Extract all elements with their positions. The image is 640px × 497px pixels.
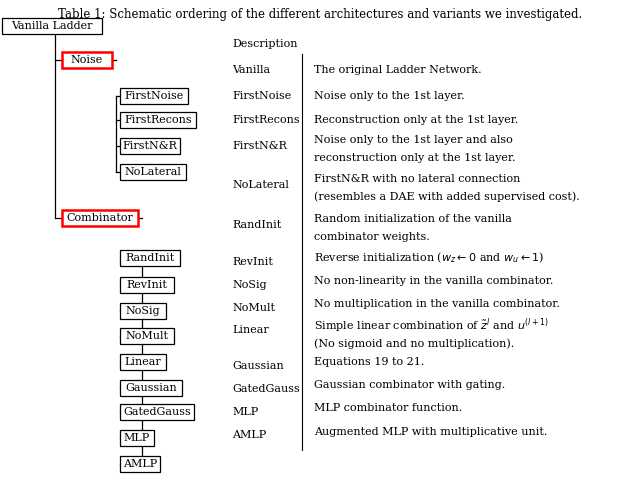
Bar [120, 430, 154, 446]
Text: No non-linearity in the vanilla combinator.: No non-linearity in the vanilla combinat… [314, 276, 554, 286]
Bar [120, 354, 166, 370]
Text: Random initialization of the vanilla: Random initialization of the vanilla [314, 214, 512, 224]
Text: NoMult: NoMult [232, 303, 275, 313]
Text: Table 1: Schematic ordering of the different architectures and variants we inves: Table 1: Schematic ordering of the diffe… [58, 8, 582, 21]
Text: Linear: Linear [125, 357, 161, 367]
Text: MLP: MLP [232, 407, 259, 417]
Bar [62, 52, 112, 68]
Text: FirstNoise: FirstNoise [232, 91, 291, 101]
Text: Combinator: Combinator [67, 213, 133, 223]
Text: FirstNoise: FirstNoise [124, 91, 184, 101]
Text: NoSig: NoSig [232, 280, 267, 290]
Text: MLP: MLP [124, 433, 150, 443]
Text: Augmented MLP with multiplicative unit.: Augmented MLP with multiplicative unit. [314, 427, 547, 437]
Bar [120, 277, 174, 293]
Text: GatedGauss: GatedGauss [232, 384, 300, 394]
Bar [120, 456, 160, 472]
Text: FirstRecons: FirstRecons [124, 115, 192, 125]
Text: MLP combinator function.: MLP combinator function. [314, 403, 462, 413]
Text: RandInit: RandInit [232, 220, 281, 230]
Text: Noise: Noise [71, 55, 103, 65]
Bar [120, 380, 182, 396]
Text: Reconstruction only at the 1st layer.: Reconstruction only at the 1st layer. [314, 115, 518, 125]
Text: (resembles a DAE with added supervised cost).: (resembles a DAE with added supervised c… [314, 192, 580, 202]
Bar [120, 303, 166, 319]
Text: (No sigmoid and no multiplication).: (No sigmoid and no multiplication). [314, 339, 515, 349]
Bar [62, 210, 138, 226]
Text: RandInit: RandInit [125, 253, 175, 263]
Text: Noise only to the 1st layer.: Noise only to the 1st layer. [314, 91, 465, 101]
Text: Equations 19 to 21.: Equations 19 to 21. [314, 357, 424, 367]
Text: The original Ladder Network.: The original Ladder Network. [314, 65, 482, 75]
Text: Description: Description [232, 39, 298, 49]
Bar [120, 250, 180, 266]
Text: No multiplication in the vanilla combinator.: No multiplication in the vanilla combina… [314, 299, 560, 309]
Bar [120, 164, 186, 180]
Bar [120, 404, 194, 420]
Text: Vanilla Ladder: Vanilla Ladder [12, 21, 93, 31]
Text: Gaussian: Gaussian [125, 383, 177, 393]
Text: Linear: Linear [232, 325, 269, 335]
Text: RevInit: RevInit [232, 257, 273, 267]
Text: NoSig: NoSig [125, 306, 160, 316]
Text: NoMult: NoMult [125, 331, 168, 341]
Text: combinator weights.: combinator weights. [314, 232, 429, 242]
Bar [120, 112, 196, 128]
Text: AMLP: AMLP [123, 459, 157, 469]
Text: Vanilla: Vanilla [232, 65, 270, 75]
Text: GatedGauss: GatedGauss [123, 407, 191, 417]
Text: FirstN&R: FirstN&R [232, 141, 287, 151]
Text: Simple linear combination of $\tilde{z}^l$ and $u^{(l+1)}$: Simple linear combination of $\tilde{z}^… [314, 317, 548, 335]
Text: RevInit: RevInit [127, 280, 168, 290]
Text: FirstRecons: FirstRecons [232, 115, 300, 125]
Text: AMLP: AMLP [232, 430, 266, 440]
Text: reconstruction only at the 1st layer.: reconstruction only at the 1st layer. [314, 153, 515, 163]
Text: Gaussian: Gaussian [232, 361, 284, 371]
Bar [120, 138, 180, 154]
Text: NoLateral: NoLateral [125, 167, 181, 177]
Text: FirstN&R: FirstN&R [123, 141, 177, 151]
Bar [120, 328, 174, 344]
Text: NoLateral: NoLateral [232, 180, 289, 190]
Text: FirstN&R with no lateral connection: FirstN&R with no lateral connection [314, 174, 520, 184]
Bar [120, 88, 188, 104]
Text: Gaussian combinator with gating.: Gaussian combinator with gating. [314, 380, 505, 390]
Text: Noise only to the 1st layer and also: Noise only to the 1st layer and also [314, 135, 513, 145]
Bar [2, 18, 102, 34]
Text: Reverse initialization ($w_z \leftarrow 0$ and $w_u \leftarrow 1$): Reverse initialization ($w_z \leftarrow … [314, 250, 544, 265]
